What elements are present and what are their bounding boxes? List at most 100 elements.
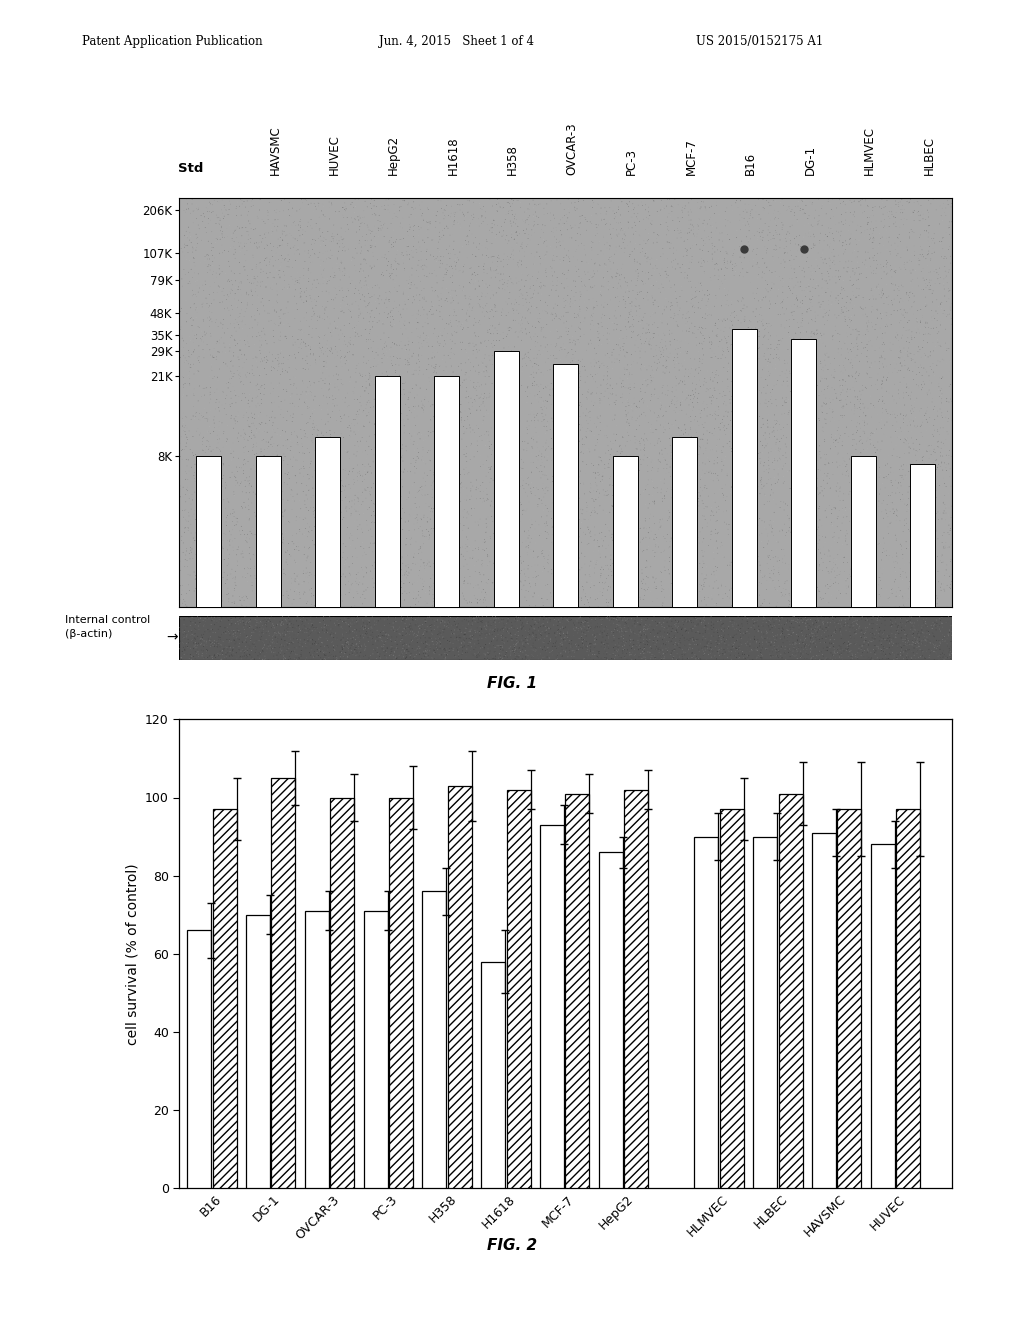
Point xyxy=(360,389,377,411)
Point xyxy=(404,247,421,268)
Point xyxy=(918,294,934,315)
Point xyxy=(381,202,397,223)
Point xyxy=(492,345,508,366)
Point xyxy=(782,230,799,251)
Point xyxy=(596,618,612,639)
Point xyxy=(445,343,462,364)
Point xyxy=(808,413,824,434)
Point xyxy=(223,368,240,389)
Point xyxy=(313,632,330,653)
Point xyxy=(867,211,884,232)
Point xyxy=(583,504,599,525)
Point xyxy=(782,647,799,668)
Point xyxy=(911,544,928,565)
Point xyxy=(352,301,369,322)
Point xyxy=(519,411,536,432)
Point xyxy=(695,231,712,252)
Point xyxy=(420,425,436,446)
Point xyxy=(719,418,735,440)
Point xyxy=(540,634,556,655)
Point xyxy=(416,401,432,422)
Point xyxy=(495,639,511,660)
Point xyxy=(203,441,219,462)
Point xyxy=(914,645,931,667)
Point xyxy=(719,378,735,399)
Point xyxy=(385,259,401,280)
Point xyxy=(470,635,486,656)
Point xyxy=(729,630,745,651)
Point xyxy=(793,449,809,470)
Point xyxy=(911,235,928,256)
Point xyxy=(449,425,465,446)
Point xyxy=(758,368,774,389)
Point xyxy=(870,606,887,627)
Point xyxy=(933,205,949,226)
Point xyxy=(650,639,667,660)
Point xyxy=(797,202,813,223)
Point xyxy=(895,411,911,432)
Point xyxy=(496,554,512,576)
Point xyxy=(436,643,453,664)
Point xyxy=(656,206,673,227)
Point xyxy=(781,624,798,645)
Point xyxy=(451,649,467,671)
Point xyxy=(373,527,389,548)
Point xyxy=(560,628,577,649)
Point xyxy=(643,638,659,659)
Point xyxy=(762,417,778,438)
Point xyxy=(361,612,378,634)
Point xyxy=(707,296,723,317)
Point xyxy=(253,537,269,558)
Point xyxy=(881,206,897,227)
Point xyxy=(371,304,387,325)
Point xyxy=(820,561,837,582)
Point xyxy=(226,578,243,599)
Point xyxy=(401,248,418,269)
Point xyxy=(618,612,635,634)
Point xyxy=(251,624,267,645)
Point xyxy=(597,640,613,661)
Point xyxy=(855,568,871,589)
Point xyxy=(478,356,495,378)
Point xyxy=(355,566,372,587)
Point xyxy=(590,647,606,668)
Point xyxy=(558,321,574,342)
Point xyxy=(675,253,691,275)
Point xyxy=(487,615,504,636)
Point xyxy=(543,508,559,529)
Point xyxy=(669,616,685,638)
Point xyxy=(536,444,552,465)
Point xyxy=(518,201,535,222)
Point xyxy=(836,355,852,376)
Point xyxy=(828,388,845,409)
Point xyxy=(538,640,554,661)
Point xyxy=(359,623,376,644)
Point xyxy=(197,216,213,238)
Point xyxy=(333,301,349,322)
Point xyxy=(780,620,797,642)
Point xyxy=(604,409,621,430)
Point xyxy=(395,243,412,264)
Point xyxy=(668,631,684,652)
Point xyxy=(818,626,835,647)
Point xyxy=(880,294,896,315)
Point xyxy=(498,292,514,313)
Point xyxy=(309,425,326,446)
Point xyxy=(594,610,610,631)
Point xyxy=(913,640,930,661)
Point xyxy=(172,550,188,572)
Point xyxy=(493,436,509,457)
Point xyxy=(702,606,719,627)
Point xyxy=(856,414,872,436)
Point xyxy=(496,249,512,271)
Point xyxy=(621,301,637,322)
Point xyxy=(609,607,626,628)
Point xyxy=(535,478,551,499)
Point xyxy=(868,495,885,516)
Point xyxy=(384,317,400,338)
Point xyxy=(426,362,442,383)
Point xyxy=(502,265,518,286)
Point xyxy=(321,282,337,304)
Point xyxy=(301,337,317,358)
Point xyxy=(812,370,828,391)
